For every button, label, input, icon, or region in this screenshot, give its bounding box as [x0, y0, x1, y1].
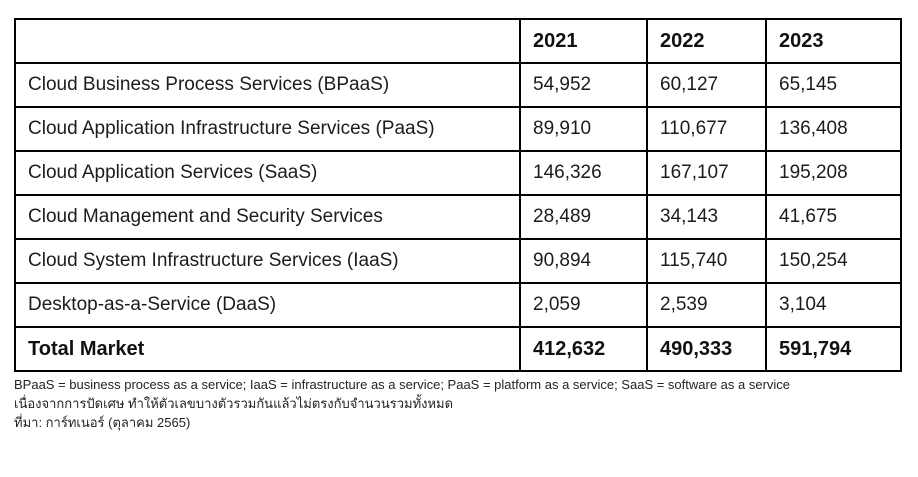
row-label: Cloud System Infrastructure Services (Ia…: [14, 238, 521, 284]
cell-value: 490,333: [646, 326, 767, 372]
col-header-2023: 2023: [765, 18, 902, 64]
cloud-market-forecast-table: 2021 2022 2023 Cloud Business Process Se…: [14, 18, 902, 372]
cell-value: 167,107: [646, 150, 767, 196]
cell-value: 60,127: [646, 62, 767, 108]
col-header-2021: 2021: [519, 18, 648, 64]
cell-value: 90,894: [519, 238, 648, 284]
table-row-paas: Cloud Application Infrastructure Service…: [14, 106, 902, 152]
footnote-rounding-note: เนื่องจากการปัดเศษ ทำให้ตัวเลขบางตัวรวมก…: [14, 396, 454, 411]
row-label: Cloud Business Process Services (BPaaS): [14, 62, 521, 108]
cell-value: 41,675: [765, 194, 902, 240]
table-row-bpaas: Cloud Business Process Services (BPaaS) …: [14, 62, 902, 108]
table-row-management-security: Cloud Management and Security Services 2…: [14, 194, 902, 240]
table-row-total-market: Total Market 412,632 490,333 591,794: [14, 326, 902, 372]
col-header-2022: 2022: [646, 18, 767, 64]
cell-value: 2,539: [646, 282, 767, 328]
header-empty-cell: [14, 18, 521, 64]
cell-value: 89,910: [519, 106, 648, 152]
cell-value: 591,794: [765, 326, 902, 372]
row-label: Cloud Management and Security Services: [14, 194, 521, 240]
row-label: Desktop-as-a-Service (DaaS): [14, 282, 521, 328]
cell-value: 150,254: [765, 238, 902, 284]
cell-value: 115,740: [646, 238, 767, 284]
cell-value: 34,143: [646, 194, 767, 240]
cell-value: 412,632: [519, 326, 648, 372]
cell-value: 2,059: [519, 282, 648, 328]
table-row-iaas: Cloud System Infrastructure Services (Ia…: [14, 238, 902, 284]
cell-value: 54,952: [519, 62, 648, 108]
footnote-source: ที่มา: การ์ทเนอร์ (ตุลาคม 2565): [14, 415, 191, 430]
table-row-saas: Cloud Application Services (SaaS) 146,32…: [14, 150, 902, 196]
cell-value: 195,208: [765, 150, 902, 196]
footnote-abbreviations: BPaaS = business process as a service; I…: [14, 377, 791, 392]
row-label: Cloud Application Infrastructure Service…: [14, 106, 521, 152]
cell-value: 146,326: [519, 150, 648, 196]
cell-value: 136,408: [765, 106, 902, 152]
footnotes: BPaaS = business process as a service; I…: [14, 376, 904, 432]
cell-value: 65,145: [765, 62, 902, 108]
row-label: Cloud Application Services (SaaS): [14, 150, 521, 196]
header-row: 2021 2022 2023: [14, 18, 902, 64]
row-label: Total Market: [14, 326, 521, 372]
cell-value: 110,677: [646, 106, 767, 152]
cell-value: 28,489: [519, 194, 648, 240]
table-row-daas: Desktop-as-a-Service (DaaS) 2,059 2,539 …: [14, 282, 902, 328]
cell-value: 3,104: [765, 282, 902, 328]
